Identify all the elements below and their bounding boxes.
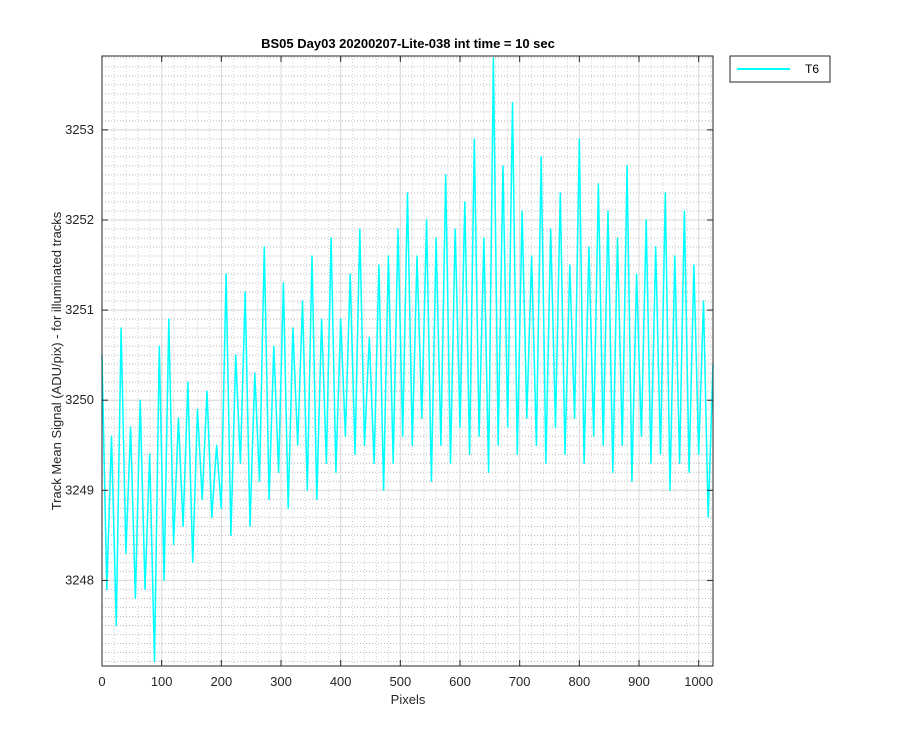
x-axis-label: Pixels [391, 692, 426, 707]
x-tick-label: 900 [628, 674, 650, 689]
x-tick-label: 700 [509, 674, 531, 689]
x-tick-label: 400 [330, 674, 352, 689]
x-tick-label: 1000 [684, 674, 713, 689]
x-tick-label: 0 [98, 674, 105, 689]
legend-label-t6: T6 [805, 62, 819, 76]
y-tick-label: 3252 [65, 212, 94, 227]
x-tick-label: 800 [568, 674, 590, 689]
y-tick-label: 3251 [65, 302, 94, 317]
series-line-t6 [101, 57, 714, 663]
y-tick-label: 3249 [65, 482, 94, 497]
x-tick-label: 500 [389, 674, 411, 689]
x-tick-label: 200 [210, 674, 232, 689]
x-tick-label: 600 [449, 674, 471, 689]
x-tick-labels: 0 100 200 300 400 500 600 700 800 900 1000 [98, 674, 713, 689]
y-tick-label: 3253 [65, 122, 94, 137]
y-tick-label: 3250 [65, 392, 94, 407]
y-axis-label: Track Mean Signal (ADU/pix) - for illumi… [49, 211, 64, 510]
plot-frame [101, 55, 714, 667]
x-tick-label: 100 [151, 674, 173, 689]
x-tick-label: 300 [270, 674, 292, 689]
series-layer [101, 57, 714, 663]
chart-title: BS05 Day03 20200207-Lite-038 int time = … [261, 36, 555, 51]
y-tick-label: 3248 [65, 572, 94, 587]
y-tick-labels: 3248 3249 3250 3251 3252 3253 [65, 122, 94, 588]
legend: T6 [729, 55, 831, 83]
axis-ticks [101, 56, 713, 666]
